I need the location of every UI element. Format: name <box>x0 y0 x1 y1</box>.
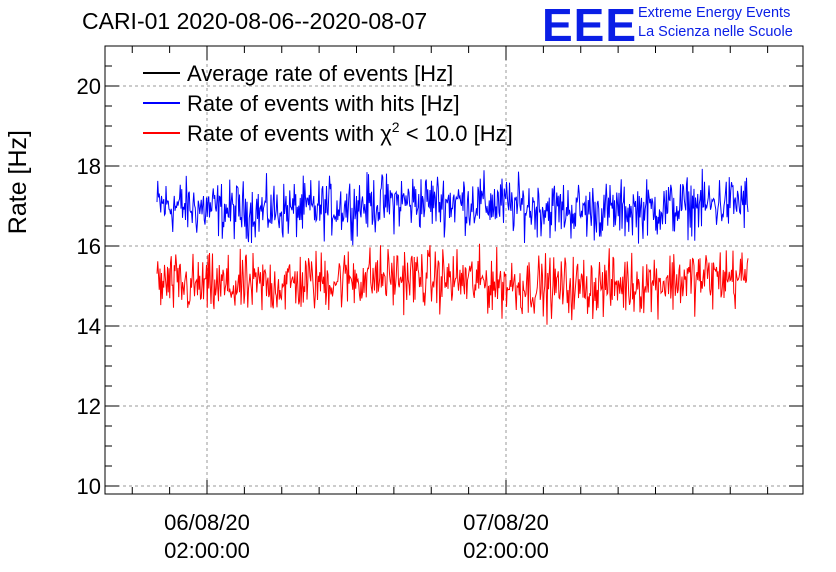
y-tick-label: 10 <box>77 474 101 499</box>
chart-title: CARI-01 2020-08-06--2020-08-07 <box>82 8 428 34</box>
series-line-chi2 <box>156 243 749 325</box>
logo-line-1: Extreme Energy Events <box>638 5 791 21</box>
legend-label-hits: Rate of events with hits [Hz] <box>187 91 460 116</box>
y-axis-label: Rate [Hz] <box>4 130 32 235</box>
plot-border <box>104 45 804 495</box>
x-tick-label-date: 06/08/20 <box>164 510 250 535</box>
y-tick-label: 12 <box>77 394 101 419</box>
eee-logo: EEE <box>542 0 638 51</box>
legend-label-chi2: Rate of events with χ2 < 10.0 [Hz] <box>187 119 513 146</box>
logo-subtitle: Extreme Energy Events La Scienza nelle S… <box>638 4 793 42</box>
x-tick-label-time: 02:00:00 <box>463 538 549 563</box>
plot-frame <box>104 45 804 495</box>
y-tick-label: 20 <box>77 74 101 99</box>
y-tick-label: 14 <box>77 314 101 339</box>
axis-ticks: 10 12 14 16 18 20 06/08/20 02:00:00 07/08/20 02:0… <box>77 46 803 563</box>
series-group <box>156 168 749 325</box>
legend: Average rate of events [Hz] Rate of event… <box>143 61 513 146</box>
y-tick-label: 18 <box>77 154 101 179</box>
logo-line-2: La Scienza nelle Scuole <box>638 24 793 40</box>
x-tick-label-time: 02:00:00 <box>164 538 250 563</box>
legend-label-average: Average rate of events [Hz] <box>187 61 453 86</box>
x-tick-label-date: 07/08/20 <box>463 510 549 535</box>
series-line-hits <box>156 168 749 246</box>
y-tick-label: 16 <box>77 234 101 259</box>
